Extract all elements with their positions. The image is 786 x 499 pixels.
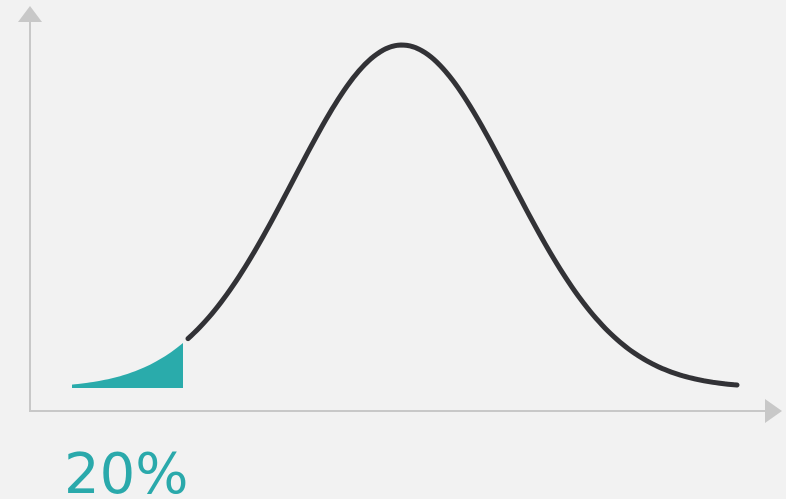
x-axis-arrow — [765, 399, 782, 423]
bell-curve — [185, 42, 740, 388]
percent-label: 20% — [64, 442, 188, 499]
shaded-tail — [72, 343, 183, 388]
y-axis-arrow — [18, 6, 42, 22]
